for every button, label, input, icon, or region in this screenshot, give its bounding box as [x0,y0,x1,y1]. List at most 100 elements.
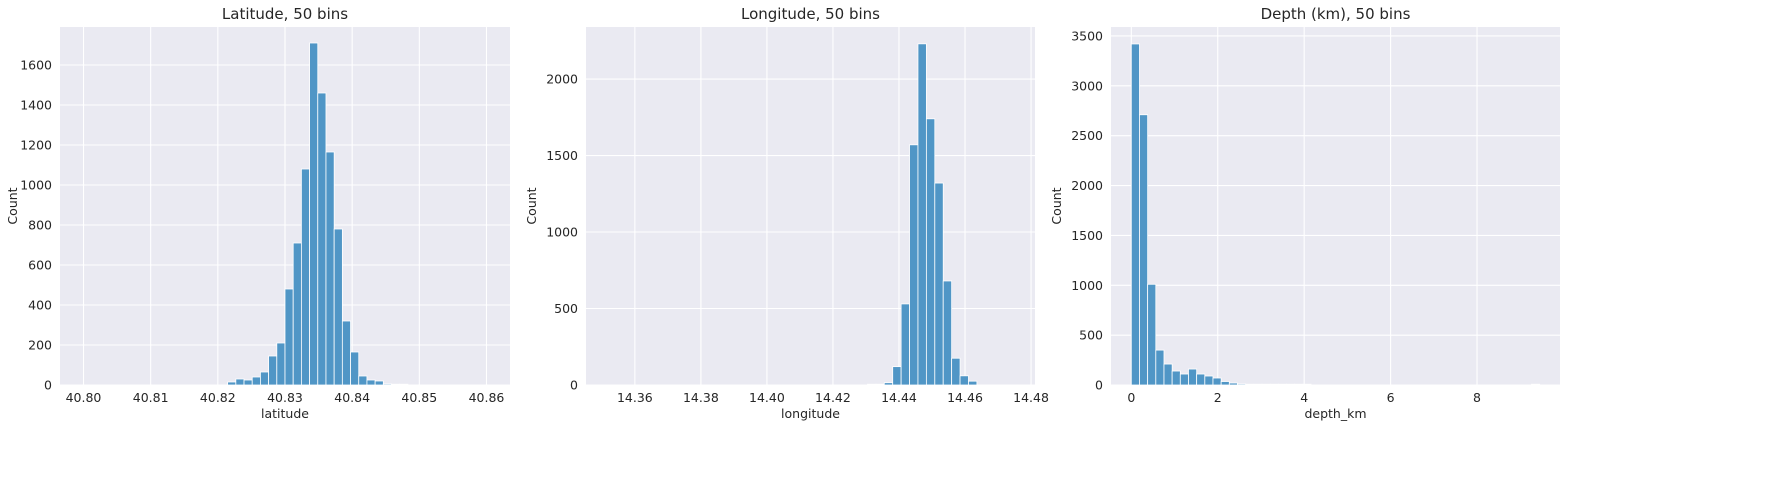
x-axis-label: latitude [261,406,309,421]
y-tick-label: 1500 [1071,228,1103,243]
histogram-bar [1277,383,1287,386]
histogram-bar [951,357,961,386]
x-tick-label: 40.86 [469,390,505,405]
histogram-bar [1237,383,1247,386]
histogram-bar [934,182,944,386]
histogram-bar [350,351,360,386]
x-axis-label: longitude [781,406,840,421]
bars [1130,43,1541,386]
histogram-bar [909,144,919,386]
histogram-bar [1302,383,1312,386]
histogram-bar [1228,382,1238,386]
chart-title: Latitude, 50 bins [222,5,348,23]
histogram-bar [1253,383,1263,386]
x-tick-label: 6 [1387,390,1395,405]
histogram-bar [1188,368,1198,386]
longitude-histogram: 14.36 14.38 14.40 14.42 14.44 14.46 14.48 0 500… [524,5,1049,421]
x-tick-labels: 14.36 14.38 14.40 14.42 14.44 14.46 14.48 [617,390,1049,405]
bars [227,42,409,386]
histogram-bar [292,242,302,386]
x-axis-label: depth_km [1304,406,1366,421]
grid [1111,27,1560,386]
y-tick-label: 3000 [1071,78,1103,93]
x-tick-label: 4 [1300,390,1308,405]
x-tick-label: 14.42 [815,390,851,405]
histogram-bar [1220,381,1230,386]
histogram-bar [1261,383,1271,386]
y-tick-label: 500 [554,301,578,316]
histogram-bar [374,380,384,386]
y-tick-label: 1400 [20,98,52,113]
x-tick-labels: 40.80 40.81 40.82 40.83 40.84 40.85 40.86 [66,390,505,405]
latitude-histogram: 40.80 40.81 40.82 40.83 40.84 40.85 40.86 0 200… [5,5,510,421]
x-tick-label: 2 [1214,390,1222,405]
y-tick-label: 800 [28,218,52,233]
histogram-bar [243,379,253,386]
y-tick-label: 1600 [20,58,52,73]
y-tick-label: 2000 [546,72,578,87]
y-tick-label: 600 [28,258,52,273]
y-tick-label: 0 [570,378,578,393]
histogram-bar [317,92,327,386]
grid [586,27,1035,386]
chart-title: Longitude, 50 bins [741,5,880,23]
x-tick-label: 14.46 [947,390,983,405]
histogram-bar [382,383,392,386]
histogram-bar [1286,383,1296,386]
histogram-bar [1179,373,1189,386]
histogram-bar [1531,383,1541,386]
y-tick-label: 400 [28,298,52,313]
histogram-bar [917,43,927,386]
y-tick-label: 2000 [1071,178,1103,193]
x-tick-label: 40.84 [334,390,370,405]
y-tick-label: 3500 [1071,28,1103,43]
bars [867,43,978,386]
y-axis-label: Count [1049,187,1064,224]
histogram-bar [942,280,953,386]
depth-histogram: 0 2 4 6 8 0 500 1000 1500 2000 2500 3000 3500 Depth… [1049,5,1560,421]
histogram-bar [235,378,245,386]
x-tick-label: 14.36 [617,390,653,405]
histogram-bar [875,383,885,386]
histogram-bar [1245,383,1255,386]
y-tick-label: 1200 [20,138,52,153]
histogram-bar [1163,363,1173,386]
x-tick-label: 0 [1127,390,1135,405]
histogram-bar [325,151,335,386]
y-tick-label: 1000 [20,178,52,193]
histogram-bar [358,375,368,386]
histogram-bar [959,375,969,386]
histogram-bar [1212,377,1222,386]
x-tick-label: 40.83 [267,390,303,405]
histogram-bar [1155,349,1165,386]
histogram-bar [227,381,237,386]
histogram-bar [399,383,409,386]
chart-title: Depth (km), 50 bins [1261,5,1411,23]
histogram-bar [968,380,978,386]
histogram-bar [260,371,270,386]
histogram-bar [925,118,936,386]
x-tick-label: 8 [1473,390,1481,405]
histogram-bar [366,379,376,386]
plot-area [586,27,1035,385]
histogram-bar [1147,283,1157,386]
y-tick-label: 500 [1079,328,1103,343]
histogram-bar [883,382,894,386]
x-tick-label: 14.44 [881,390,917,405]
y-tick-labels: 0 500 1000 1500 2000 [546,72,578,393]
histogram-bar [1269,383,1279,386]
histogram-bar [1294,383,1304,386]
histogram-bar [300,168,310,386]
x-tick-label: 14.40 [749,390,785,405]
y-tick-label: 0 [44,378,52,393]
x-tick-label: 40.85 [401,390,437,405]
x-tick-label: 40.80 [66,390,102,405]
histogram-bar [391,383,401,386]
y-tick-label: 0 [1095,378,1103,393]
x-tick-label: 40.82 [200,390,236,405]
y-tick-label: 2500 [1071,128,1103,143]
x-tick-label: 14.38 [683,390,719,405]
y-tick-label: 200 [28,338,52,353]
plot-area [1111,27,1560,385]
